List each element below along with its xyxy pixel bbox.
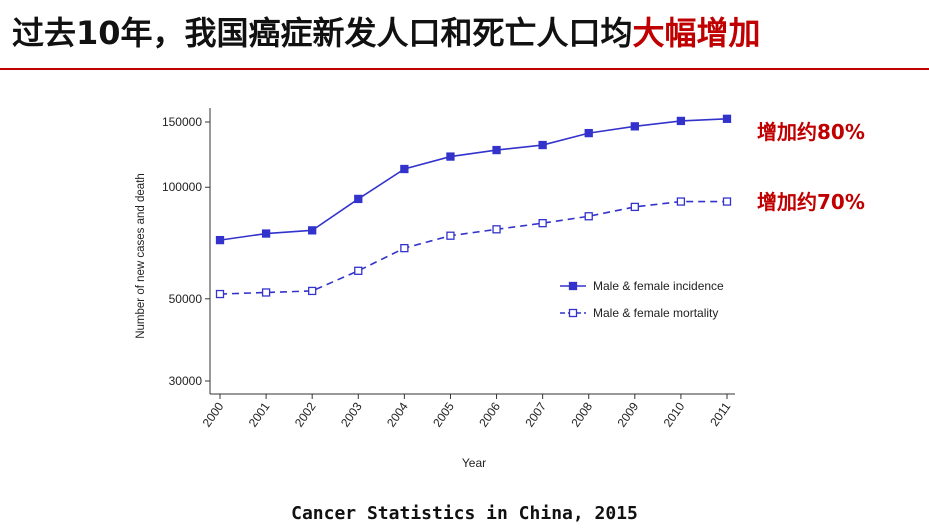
y-axis-label: Number of new cases and death bbox=[135, 173, 147, 339]
mortality-point bbox=[538, 219, 547, 228]
y-tick-label: 30000 bbox=[169, 374, 203, 388]
slide-title-main: 过去10年，我国癌症新发人口和死亡人口均 bbox=[12, 14, 633, 52]
x-axis-label: Year bbox=[462, 456, 486, 470]
chart-series bbox=[215, 114, 732, 299]
incidence-point bbox=[400, 164, 409, 174]
incidence-point bbox=[630, 122, 639, 131]
mortality-point bbox=[354, 266, 363, 275]
mortality-point bbox=[400, 243, 409, 253]
legend-marker bbox=[568, 281, 578, 291]
title-divider bbox=[0, 68, 929, 70]
y-tick-label: 150000 bbox=[162, 115, 202, 129]
x-tick-label: 2006 bbox=[476, 399, 503, 429]
incidence-point bbox=[354, 194, 363, 204]
mortality-point bbox=[722, 197, 732, 206]
x-tick-label: 2008 bbox=[568, 399, 595, 429]
incidence-point bbox=[538, 140, 547, 150]
x-tick-label: 2007 bbox=[522, 399, 549, 429]
x-tick-label: 2005 bbox=[430, 399, 457, 429]
mortality-point bbox=[676, 197, 686, 206]
mortality-line bbox=[219, 200, 727, 295]
x-tick-label: 2003 bbox=[338, 399, 365, 429]
mortality-point bbox=[308, 286, 317, 296]
y-tick-label: 100000 bbox=[162, 180, 202, 194]
mortality-point bbox=[446, 231, 455, 240]
incidence-point bbox=[584, 128, 593, 138]
x-tick-label: 2010 bbox=[661, 399, 688, 429]
x-tick-label: 2011 bbox=[707, 399, 733, 428]
chart-legend: Male & female incidence Male & female mor… bbox=[560, 279, 724, 320]
mortality-point bbox=[261, 288, 271, 297]
legend-marker bbox=[568, 308, 578, 318]
incidence-increase-annotation: 增加约80% bbox=[757, 120, 865, 144]
x-tick-label: 2009 bbox=[614, 399, 641, 429]
line-chart: 30000 50000 100000 150000 2000 2001 2002 2003 20… bbox=[135, 108, 735, 470]
x-tick-label: 2002 bbox=[292, 399, 319, 429]
mortality-point bbox=[630, 202, 639, 212]
incidence-line bbox=[219, 118, 728, 241]
incidence-point bbox=[676, 116, 686, 126]
mortality-increase-annotation: 增加约70% bbox=[757, 190, 865, 214]
incidence-point bbox=[446, 152, 455, 161]
mortality-point bbox=[584, 212, 593, 221]
incidence-point bbox=[215, 235, 225, 245]
incidence-point bbox=[308, 226, 317, 235]
chart-ticks: 30000 50000 100000 150000 2000 2001 2002 2003 20… bbox=[162, 115, 734, 430]
legend-label: Male & female mortality bbox=[593, 306, 718, 320]
legend-label: Male & female incidence bbox=[593, 279, 724, 293]
source-caption: Cancer Statistics in China, 2015 bbox=[291, 503, 638, 524]
incidence-point bbox=[492, 145, 501, 155]
mortality-point bbox=[215, 289, 225, 299]
x-tick-label: 2001 bbox=[246, 399, 273, 429]
incidence-point bbox=[722, 114, 732, 123]
x-tick-label: 2004 bbox=[384, 399, 411, 429]
slide-title: 过去10年，我国癌症新发人口和死亡人口均大幅增加 bbox=[12, 8, 761, 54]
slide-title-highlight: 大幅增加 bbox=[632, 14, 761, 52]
y-tick-label: 50000 bbox=[169, 292, 203, 306]
incidence-point bbox=[261, 229, 271, 238]
mortality-point bbox=[492, 225, 501, 234]
x-tick-label: 2000 bbox=[200, 399, 227, 429]
chart-axes bbox=[209, 108, 735, 395]
